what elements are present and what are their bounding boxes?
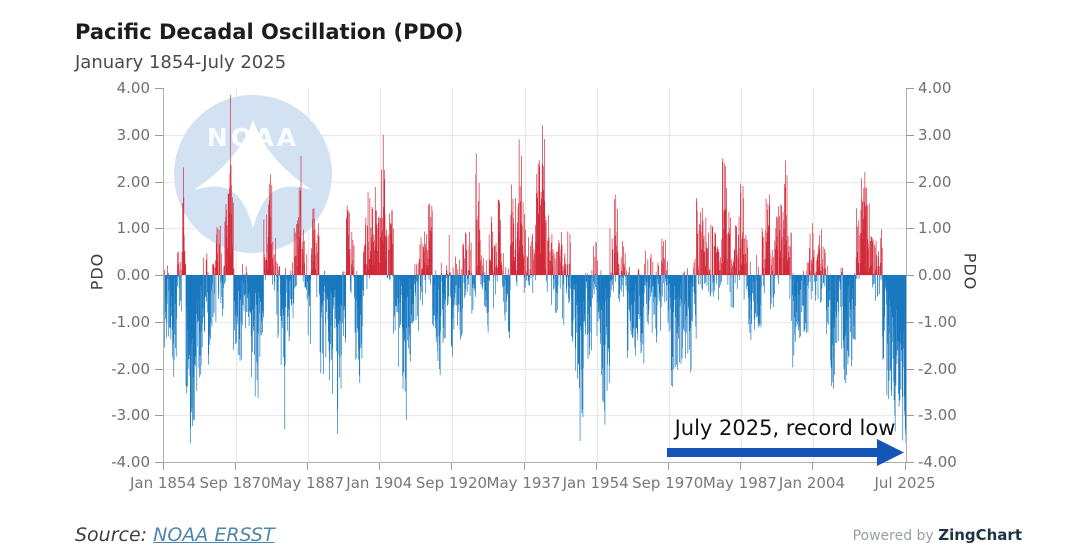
- y-tick-label-right: -1.00: [918, 312, 957, 331]
- x-tick-label: Sep 1970: [632, 474, 704, 492]
- plot-area: NOAA: [163, 88, 907, 463]
- x-axis-tick: [905, 463, 906, 470]
- y-axis-tick-left: [155, 275, 163, 276]
- x-axis-tick: [451, 463, 453, 470]
- page-title: Pacific Decadal Oscillation (PDO): [75, 20, 464, 44]
- bars-canvas: [164, 88, 906, 462]
- x-axis-tick: [307, 463, 309, 470]
- x-tick-label: Sep 1870: [199, 474, 271, 492]
- record-low-arrow-icon: [667, 439, 904, 466]
- y-tick-label-right: 4.00: [918, 79, 952, 97]
- y-tick-label-left: 1.00: [116, 219, 150, 238]
- x-tick-label: May 1887: [270, 474, 345, 492]
- x-axis-tick: [235, 463, 237, 470]
- x-axis-tick: [667, 463, 669, 470]
- y-tick-label-left: 2.00: [116, 172, 150, 191]
- y-tick-label-right: -2.00: [918, 359, 957, 378]
- y-axis-tick-left: [155, 134, 163, 136]
- powered-by: Powered by ZingChart: [853, 526, 1022, 544]
- y-axis-tick-left: [155, 462, 163, 463]
- y-tick-label-left: 4.00: [116, 79, 150, 97]
- record-low-annotation: July 2025, record low: [674, 416, 896, 440]
- zingchart-brand[interactable]: ZingChart: [938, 526, 1022, 544]
- x-tick-label: Jan 2004: [778, 474, 845, 492]
- x-tick-label: May 1937: [486, 474, 561, 492]
- x-tick-label: Sep 1920: [415, 474, 488, 492]
- y-tick-label-right: -3.00: [918, 406, 957, 425]
- source-caption: Source: NOAA ERSST: [75, 524, 275, 546]
- y-axis-tick-right: [906, 275, 914, 276]
- footer: Source: NOAA ERSST Powered by ZingChart: [0, 524, 1079, 546]
- x-axis-tick: [523, 463, 525, 470]
- y-tick-label-right: 2.00: [918, 172, 952, 191]
- y-tick-label-right: -4.00: [918, 453, 957, 471]
- y-axis-tick-left: [155, 228, 163, 230]
- x-axis-tick: [379, 463, 381, 470]
- powered-by-label: Powered by: [852, 528, 934, 544]
- y-axis-tick-right: [906, 415, 914, 417]
- y-axis-tick-right: [906, 228, 914, 230]
- y-tick-label-left: -4.00: [111, 453, 150, 471]
- y-axis-tick-right: [906, 462, 914, 463]
- y-axis-tick-left: [155, 415, 163, 417]
- x-tick-label: Jan 1904: [346, 474, 413, 492]
- x-axis-tick: [595, 463, 597, 470]
- y-tick-label-left: -2.00: [111, 359, 150, 378]
- source-link[interactable]: NOAA ERSST: [153, 524, 275, 546]
- source-label: Source:: [75, 524, 148, 546]
- y-tick-label-right: 1.00: [918, 219, 952, 238]
- y-axis-tick-right: [906, 368, 914, 370]
- y-tick-label-left: -3.00: [111, 406, 150, 425]
- x-axis-tick: [163, 463, 164, 470]
- y-axis-tick-left: [155, 88, 163, 89]
- x-axis-tick: [739, 463, 741, 470]
- y-axis-tick-left: [155, 368, 163, 370]
- y-tick-label-left: -1.00: [111, 312, 150, 331]
- y-axis-tick-right: [906, 134, 914, 136]
- y-tick-label-left: 0.00: [116, 266, 150, 284]
- x-axis-tick: [811, 463, 813, 470]
- x-tick-label: Jan 1854: [129, 474, 197, 492]
- y-axis-tick-right: [906, 321, 914, 323]
- y-axis-tick-right: [906, 181, 914, 183]
- y-tick-label-left: 3.00: [116, 125, 150, 144]
- y-axis-tick-left: [155, 181, 163, 183]
- y-tick-label-right: 3.00: [918, 125, 952, 144]
- y-axis-tick-right: [906, 88, 914, 89]
- page-subtitle: January 1854-July 2025: [75, 52, 287, 73]
- x-tick-label: Jan 1954: [562, 474, 629, 492]
- y-axis-tick-left: [155, 321, 163, 323]
- x-tick-label: Jul 2025: [874, 474, 936, 492]
- y-tick-label-right: 0.00: [918, 266, 952, 284]
- x-tick-label: May 1987: [702, 474, 777, 492]
